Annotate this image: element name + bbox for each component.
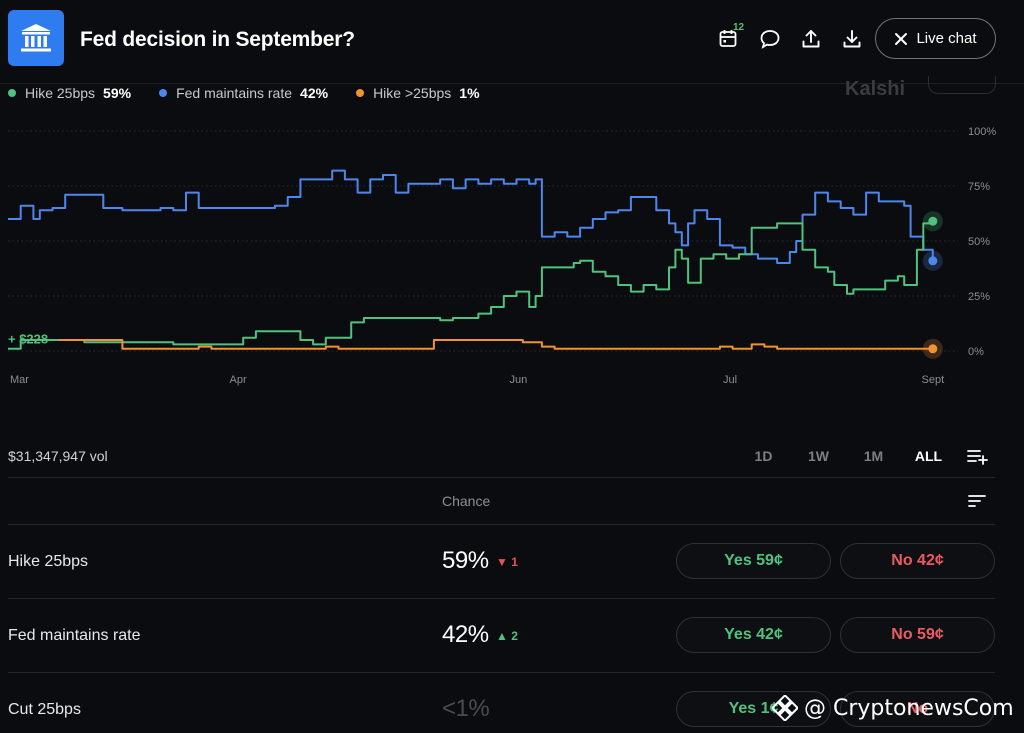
chance-column-header: Chance (442, 493, 491, 509)
outcome-chance: 59% (442, 547, 489, 574)
binance-logo-icon (772, 695, 798, 721)
volume-label: $31,347,947 vol (8, 448, 108, 464)
buy-no-button[interactable]: No (840, 691, 995, 727)
chance-change: ▲ 2 (496, 629, 518, 643)
outcome-name: Hike 25bps (8, 553, 89, 570)
legend-label: Fed maintains rate (176, 85, 293, 101)
divider (8, 672, 995, 673)
buy-no-button[interactable]: No 59¢ (840, 617, 995, 653)
y-tick-label: 50% (968, 236, 990, 248)
time-range-selector: 1D 1W 1M ALL (736, 448, 956, 464)
live-chat-button[interactable]: Live chat (875, 18, 996, 59)
outcome-name: Fed maintains rate (8, 627, 141, 644)
market-header: Fed decision in September? 12 (0, 0, 1024, 84)
x-tick-label: Apr (230, 374, 247, 386)
divider (8, 477, 995, 478)
outcome-name: Cut 25bps (8, 701, 81, 718)
trade-annotation: + $228 (8, 331, 48, 346)
divider (8, 598, 995, 599)
buy-yes-button[interactable]: Yes 1¢ (676, 691, 831, 727)
y-tick-label: 100% (968, 126, 996, 138)
legend-value: 42% (300, 85, 329, 101)
watermark-text: @ CryptonewsCom (804, 695, 1014, 721)
legend-value: 1% (459, 85, 480, 101)
share-icon[interactable] (796, 24, 826, 54)
buy-no-button[interactable]: No 42¢ (840, 543, 995, 579)
series-endpoint (928, 256, 938, 266)
calendar-icon[interactable] (714, 24, 744, 54)
range-1d[interactable]: 1D (754, 448, 773, 464)
calendar-badge: 12 (733, 22, 745, 33)
watermark: @ CryptonewsCom (772, 694, 1014, 722)
page-title: Fed decision in September? (80, 28, 355, 51)
legend-item: Hike >25bps 1% (356, 85, 480, 101)
legend-label: Hike 25bps (25, 85, 96, 101)
government-building-icon (8, 10, 64, 66)
x-tick-label: Mar (10, 374, 29, 386)
range-1m[interactable]: 1M (863, 448, 884, 464)
range-all[interactable]: ALL (914, 448, 943, 464)
x-tick-label: Sept (922, 374, 945, 386)
series-line (8, 169, 934, 264)
legend-dot (8, 89, 16, 97)
x-tick-label: Jul (723, 374, 737, 386)
series-endpoint (928, 216, 938, 226)
outcome-chance: <1% (442, 695, 490, 722)
outcome-row-fed-maintains[interactable]: Fed maintains rate 42% ▲ 2 Yes 42¢ No 59… (0, 599, 1024, 673)
download-icon[interactable] (837, 24, 867, 54)
add-to-list-icon[interactable] (966, 447, 988, 465)
y-tick-label: 25% (968, 291, 990, 303)
buy-yes-button[interactable]: Yes 59¢ (676, 543, 831, 579)
outcome-row-cut-25bps[interactable]: Cut 25bps <1% Yes 1¢ No (0, 673, 1024, 733)
chance-change: ▼ 1 (496, 555, 518, 569)
live-chat-label: Live chat (916, 30, 977, 47)
legend-value: 59% (103, 85, 132, 101)
probability-chart: 100% 75% 50% 25% 0% Mar Apr Jun Jul Sept + $228 (8, 126, 996, 386)
series-endpoint (928, 344, 938, 354)
close-icon (895, 32, 908, 45)
legend-item: Fed maintains rate 42% (159, 85, 328, 101)
legend-dot (159, 89, 168, 97)
outcome-chance: 42% (442, 621, 489, 648)
legend-item: Hike 25bps 59% (8, 85, 131, 101)
kalshi-logo: Kalshi (845, 78, 906, 100)
series-line (8, 221, 934, 350)
sort-icon[interactable] (967, 493, 987, 509)
chart-toggle[interactable] (928, 76, 996, 94)
divider (8, 524, 995, 525)
comment-icon[interactable] (755, 24, 785, 54)
y-tick-label: 0% (968, 346, 984, 358)
legend-label: Hike >25bps (373, 85, 452, 101)
series-line (58, 339, 933, 350)
legend-dot (356, 89, 365, 97)
x-tick-label: Jun (510, 374, 528, 386)
range-1w[interactable]: 1W (808, 448, 829, 464)
chart-legend: Hike 25bps 59% Fed maintains rate 42% Hi… (8, 84, 508, 102)
y-tick-label: 75% (968, 181, 990, 193)
buy-yes-button[interactable]: Yes 42¢ (676, 617, 831, 653)
outcome-row-hike-25bps[interactable]: Hike 25bps 59% ▼ 1 Yes 59¢ No 42¢ (0, 525, 1024, 599)
